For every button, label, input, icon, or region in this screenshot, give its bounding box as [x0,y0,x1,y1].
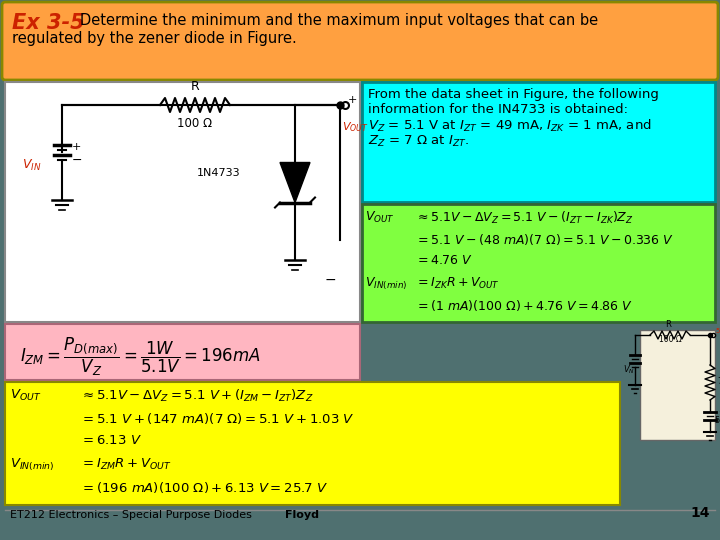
Bar [362,82,715,202]
Text: $= 5.1\ V - (48\ mA)(7\ \Omega) = 5.1\ V - 0.336\ V$: $= 5.1\ V - (48\ mA)(7\ \Omega) = 5.1\ V… [415,232,674,247]
Text: $V_{OUT}$: $V_{OUT}$ [342,120,369,134]
Text: $V_{IN(min)}$: $V_{IN(min)}$ [365,276,408,292]
Text: R: R [191,80,199,93]
Text: 100 Ω: 100 Ω [659,335,681,344]
Text: Ex 3-5: Ex 3-5 [12,13,85,33]
Text: ET212 Electronics – Special Purpose Diodes: ET212 Electronics – Special Purpose Diod… [10,510,252,520]
Bar [5,324,360,380]
Bar [5,382,620,505]
Text: regulated by the zener diode in Figure.: regulated by the zener diode in Figure. [12,31,297,46]
Text: $= 5.1\ V + (147\ mA)(7\ \Omega) = 5.1\ V + 1.03\ V$: $= 5.1\ V + (147\ mA)(7\ \Omega) = 5.1\ … [80,411,355,426]
Text: +: + [718,408,720,416]
Bar [640,330,715,440]
Text: $= 6.13\ V$: $= 6.13\ V$ [80,434,142,447]
Text: $V_{OUT}$: $V_{OUT}$ [365,210,395,225]
Text: $V_Z$ = 5.1 V at $I_{ZT}$ = 49 mA, $I_{ZK}$ = 1 mA, and: $V_Z$ = 5.1 V at $I_{ZT}$ = 49 mA, $I_{Z… [368,118,652,134]
Text: −: − [72,153,83,166]
Text: 7 Ω: 7 Ω [718,377,720,387]
Text: R: R [665,320,671,329]
Text: $\approx 5.1V - \Delta V_Z = 5.1\ V + (I_{ZM} - I_{ZT})Z_Z$: $\approx 5.1V - \Delta V_Z = 5.1\ V + (I… [80,388,313,404]
Text: $= I_{ZK}R + V_{OUT}$: $= I_{ZK}R + V_{OUT}$ [415,276,500,291]
Text: Floyd: Floyd [285,510,319,520]
Text: Determine the minimum and the maximum input voltages that can be: Determine the minimum and the maximum in… [80,13,598,28]
Text: 1N4733: 1N4733 [197,167,240,178]
Text: $V_{OUT}$: $V_{OUT}$ [10,388,42,403]
Text: $= (1\ mA)(100\ \Omega) + 4.76\ V = 4.86\ V$: $= (1\ mA)(100\ \Omega) + 4.76\ V = 4.86… [415,298,633,313]
Text: 100 Ω: 100 Ω [177,117,212,130]
Text: +: + [348,95,357,105]
Text: $V_{IN(min)}$: $V_{IN(min)}$ [10,457,55,474]
Text: $\approx 5.1V - \Delta V_Z = 5.1\ V - (I_{ZT} - I_{ZK})Z_Z$: $\approx 5.1V - \Delta V_Z = 5.1\ V - (I… [415,210,634,226]
Text: +: + [72,142,81,152]
Polygon shape [280,163,310,202]
Bar [5,82,360,322]
Text: 5.1 V ± $\Delta V_Z$: 5.1 V ± $\Delta V_Z$ [715,327,720,337]
Bar [622,325,715,505]
Text: $= I_{ZM}R + V_{OUT}$: $= I_{ZM}R + V_{OUT}$ [80,457,172,472]
Text: $Z_Z$ = 7 $\Omega$ at $I_{ZT}$.: $Z_Z$ = 7 $\Omega$ at $I_{ZT}$. [368,134,469,149]
Text: $V_{IN}$: $V_{IN}$ [22,158,42,173]
Text: information for the IN4733 is obtained:: information for the IN4733 is obtained: [368,103,628,116]
Text: $I_{ZM} = \dfrac{P_{D(max)}}{V_Z} = \dfrac{1W}{5.1V} = 196mA$: $I_{ZM} = \dfrac{P_{D(max)}}{V_Z} = \dfr… [20,335,261,377]
Text: $V_N$: $V_N$ [623,363,635,375]
Text: From the data sheet in Figure, the following: From the data sheet in Figure, the follo… [368,88,659,101]
FancyBboxPatch shape [2,2,718,80]
Text: 14: 14 [690,506,710,520]
Text: $= 4.76\ V$: $= 4.76\ V$ [415,254,472,267]
Text: $= (196\ mA)(100\ \Omega) + 6.13\ V = 25.7\ V$: $= (196\ mA)(100\ \Omega) + 6.13\ V = 25… [80,480,328,495]
Text: −: − [325,273,337,287]
Text: 5.1 V: 5.1 V [715,416,720,425]
Bar [362,204,715,322]
